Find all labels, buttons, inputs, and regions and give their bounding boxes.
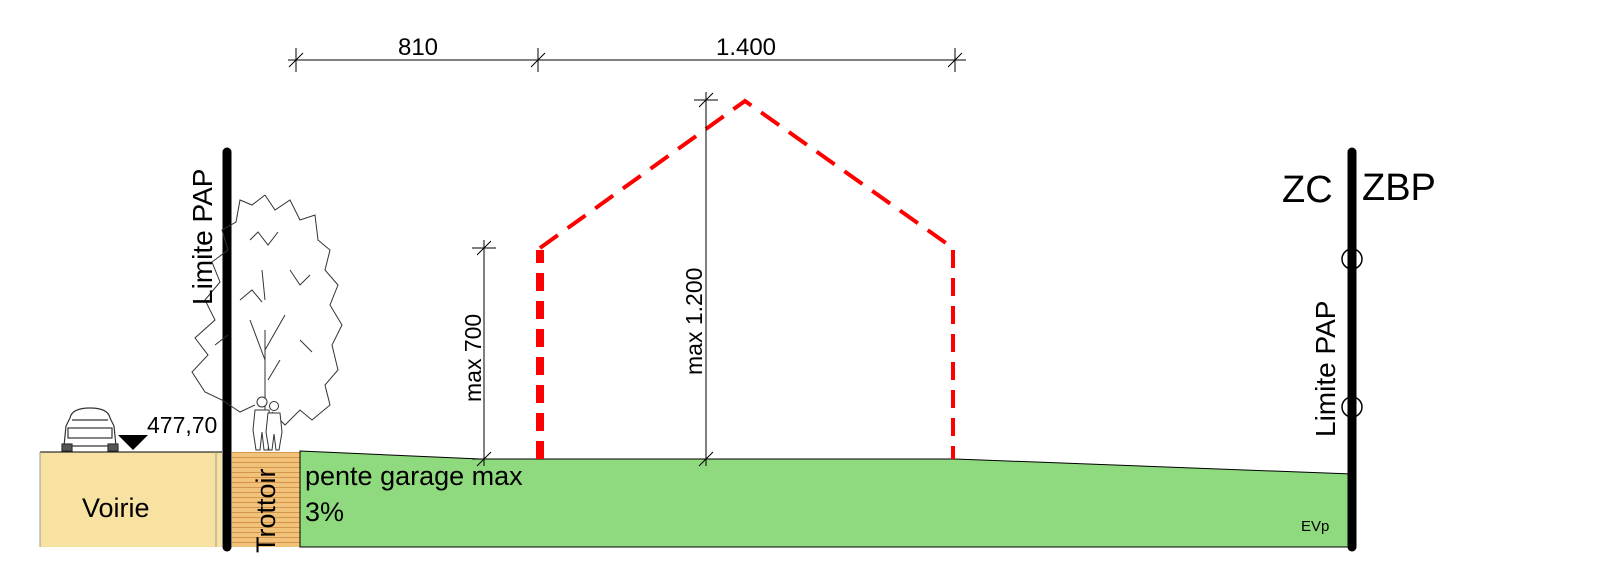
boundary-marker-bottom [1341,396,1363,418]
boundary-marker-top [1341,248,1363,270]
dim-810-label: 810 [398,34,438,61]
level-marker-icon [118,435,148,450]
level-label: 477,70 [147,412,217,438]
sidewalk-area [232,452,300,547]
left-limite-pap-label: Limite PAP [187,169,218,305]
tree-icon [191,194,343,450]
dim-1400-label: 1.400 [716,34,776,61]
eave-height-label: max 700 [460,314,486,402]
pedestrians-icon [252,396,283,451]
right-limite-pap-label: Limite PAP [1310,301,1341,437]
zone-zc-label: ZC [1282,169,1333,211]
building-roof [538,98,955,250]
road-label: Voirie [82,493,150,523]
top-dimension-line [288,48,966,72]
zone-zbp-label: ZBP [1362,167,1436,209]
building-outline [536,98,955,459]
ridge-height-label: max 1.200 [681,268,707,375]
ridge-height-dimension-line [694,92,718,467]
car-icon [61,407,119,452]
road-area [40,452,222,547]
evp-label: EVp [1301,518,1329,535]
eave-height-dimension-line [472,240,496,467]
garage-slope-label-line2: 3% [305,497,344,527]
garage-slope-label-line1: pente garage max [305,461,523,491]
sidewalk-label: Trottoir [251,468,281,553]
